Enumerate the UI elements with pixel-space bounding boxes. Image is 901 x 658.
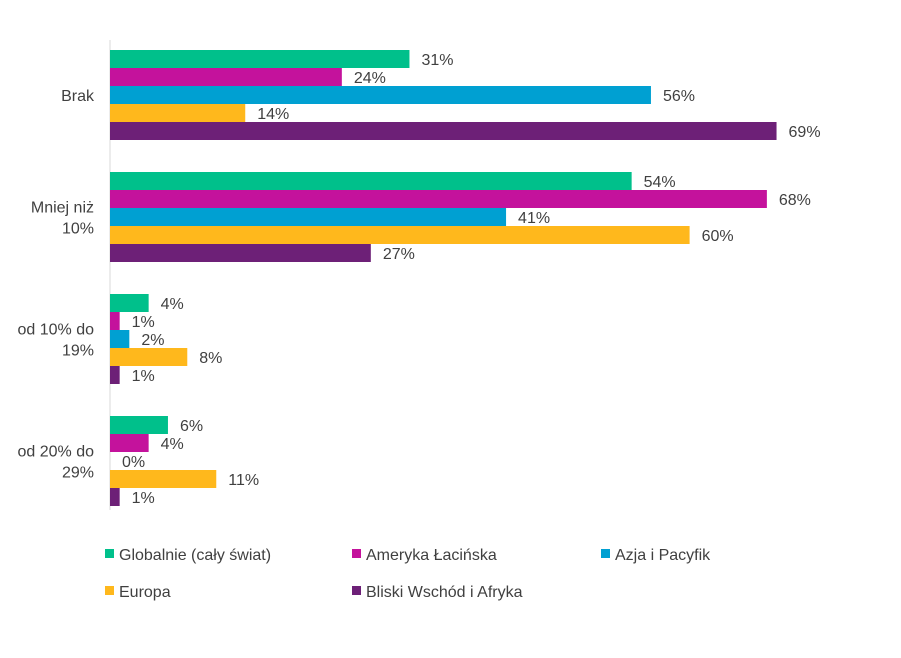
legend-swatch (105, 549, 114, 558)
bar (110, 226, 690, 244)
legend-label: Europa (119, 584, 171, 601)
bar (110, 122, 777, 140)
bar (110, 330, 130, 348)
data-label: 1% (132, 368, 155, 385)
bar (110, 172, 632, 190)
data-label: 56% (663, 88, 695, 105)
bar (110, 294, 149, 312)
data-label: 60% (702, 228, 734, 245)
data-label: 1% (132, 314, 155, 331)
data-label: 24% (354, 70, 386, 87)
bar (110, 244, 371, 262)
legend-swatch (601, 549, 610, 558)
data-label: 69% (789, 124, 821, 141)
data-label: 54% (644, 174, 676, 191)
bar (110, 104, 246, 122)
bar (110, 434, 149, 452)
data-label: 4% (161, 296, 184, 313)
bar (110, 312, 120, 330)
data-label: 4% (161, 436, 184, 453)
legend-label: Bliski Wschód i Afryka (366, 584, 523, 601)
data-label: 31% (421, 52, 453, 69)
bar (110, 50, 410, 68)
legend-label: Azja i Pacyfik (615, 547, 711, 564)
data-label: 11% (228, 472, 259, 489)
data-label: 1% (132, 490, 155, 507)
data-label: 68% (779, 192, 811, 209)
bar (110, 348, 188, 366)
bar (110, 470, 217, 488)
data-label: 6% (180, 418, 203, 435)
legend-swatch (352, 586, 361, 595)
bar (110, 208, 507, 226)
category-label: od 20% do 29% (17, 444, 94, 482)
data-label: 8% (199, 350, 222, 367)
category-label: od 10% do 19% (17, 322, 94, 360)
legend-swatch (352, 549, 361, 558)
bar (110, 488, 120, 506)
bar (110, 366, 120, 384)
bar (110, 86, 651, 104)
legend-label: Ameryka Łacińska (366, 547, 497, 564)
data-label: 41% (518, 210, 550, 227)
category-label: Brak (61, 88, 95, 105)
bar (110, 416, 168, 434)
data-label: 2% (141, 332, 164, 349)
category-label: Mniej niż 10% (31, 200, 94, 238)
data-label: 0% (122, 454, 145, 471)
legend-swatch (105, 586, 114, 595)
legend-label: Globalnie (cały świat) (119, 547, 271, 564)
data-label: 27% (383, 246, 415, 263)
data-label: 14% (257, 106, 289, 123)
bar (110, 68, 342, 86)
bar (110, 190, 767, 208)
